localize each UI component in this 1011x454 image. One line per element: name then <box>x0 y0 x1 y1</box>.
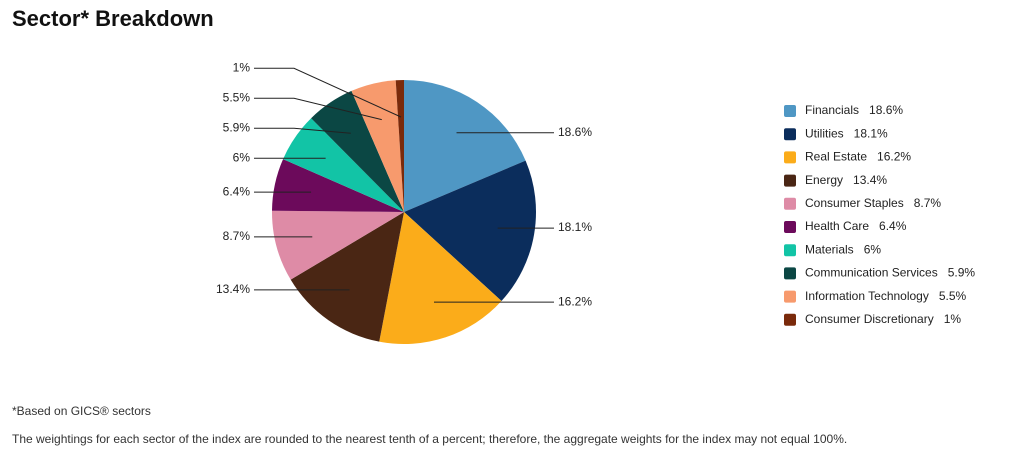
legend-label: Health Care <box>805 219 869 233</box>
legend-value: 8.7% <box>914 196 942 210</box>
chart-title: Sector* Breakdown <box>12 6 214 31</box>
legend-label: Materials <box>805 242 854 256</box>
legend-swatch <box>784 105 796 117</box>
legend-value: 5.9% <box>948 266 976 280</box>
legend-label: Consumer Discretionary <box>805 312 934 326</box>
legend-swatch <box>784 174 796 187</box>
data-label: 6% <box>233 150 251 164</box>
legend-value: 1% <box>944 312 962 326</box>
pie-slice <box>290 212 404 342</box>
pie-slice <box>404 80 526 212</box>
legend-value: 18.6% <box>869 103 903 117</box>
footnote: *Based on GICS® sectors <box>12 404 151 418</box>
legend-swatch <box>784 221 796 233</box>
legend-swatch <box>784 151 796 164</box>
leader-line <box>254 97 382 121</box>
data-label: 5.9% <box>223 120 251 134</box>
pie-slice <box>404 160 536 301</box>
legend-value: 16.2% <box>877 150 911 164</box>
legend-label: Energy <box>805 173 843 187</box>
legend-value: 6% <box>864 242 882 256</box>
legend-swatch <box>784 128 796 141</box>
pie-slice <box>283 118 404 212</box>
leader-line <box>254 67 402 118</box>
pie-slice <box>379 212 502 344</box>
legend-value: 18.1% <box>854 126 888 140</box>
legend-label: Utilities <box>805 126 844 140</box>
data-label: 5.5% <box>223 90 251 104</box>
data-label: 16.2% <box>558 294 592 308</box>
legend-swatch <box>784 267 796 280</box>
leader-line <box>254 127 351 134</box>
legend-swatch <box>784 244 796 257</box>
data-label: 13.4% <box>216 282 250 296</box>
pie-slice <box>351 80 404 213</box>
legend-swatch <box>784 290 796 303</box>
footnote: The weightings for each sector of the in… <box>12 432 847 446</box>
legend-value: 6.4% <box>879 219 907 233</box>
legend-value: 5.5% <box>939 289 967 303</box>
legend-label: Consumer Staples <box>805 196 904 210</box>
data-label: 18.6% <box>558 125 592 139</box>
data-label: 8.7% <box>223 229 251 243</box>
pie-slice <box>311 90 404 212</box>
pie-slice <box>271 210 404 280</box>
pie-slice <box>272 159 404 212</box>
legend-label: Communication Services <box>805 266 938 280</box>
legend-label: Information Technology <box>805 289 929 303</box>
legend-value: 13.4% <box>853 173 887 187</box>
legend-swatch <box>784 313 796 326</box>
data-label: 6.4% <box>223 184 251 198</box>
legend-swatch <box>784 197 796 210</box>
data-label: 18.1% <box>558 220 592 234</box>
pie-slice <box>395 80 404 212</box>
data-label: 1% <box>233 60 251 74</box>
legend-label: Real Estate <box>805 150 867 164</box>
legend-label: Financials <box>805 103 859 117</box>
